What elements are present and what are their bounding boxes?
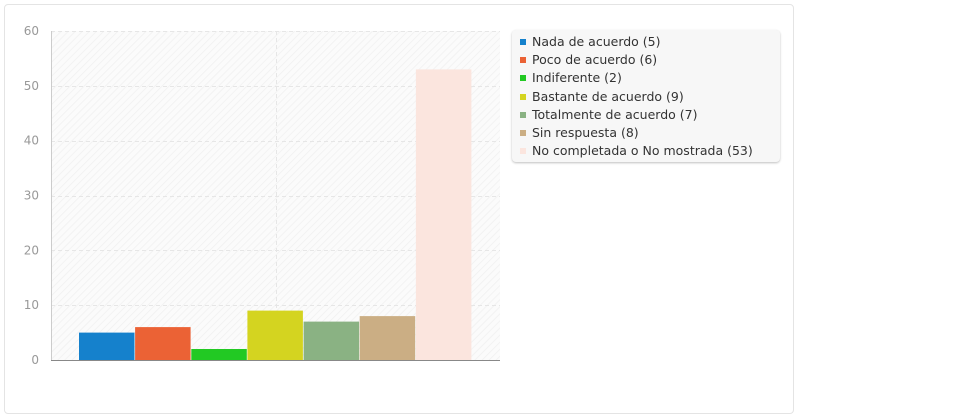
legend-label: Indiferente (2)	[532, 70, 622, 86]
legend-swatch	[520, 111, 526, 118]
y-tick-label: 60	[24, 24, 39, 38]
legend-swatch	[520, 130, 526, 137]
y-tick-label: 10	[24, 298, 39, 312]
legend-label: Nada de acuerdo (5)	[532, 34, 661, 50]
legend-item[interactable]: Indiferente (2)	[520, 69, 780, 87]
legend-item[interactable]: No completada o No mostrada (53)	[520, 142, 780, 160]
bars	[79, 69, 472, 361]
legend-label: Totalmente de acuerdo (7)	[532, 106, 698, 122]
y-tick-label: 0	[31, 353, 39, 367]
legend-swatch	[520, 57, 526, 64]
y-tick-label: 20	[24, 243, 39, 257]
legend-swatch	[520, 148, 526, 155]
legend-item[interactable]: Bastante de acuerdo (9)	[520, 88, 780, 106]
legend-label: Sin respuesta (8)	[532, 125, 639, 141]
legend-item[interactable]: Sin respuesta (8)	[520, 124, 780, 142]
legend-swatch	[520, 93, 526, 100]
legend-item[interactable]: Totalmente de acuerdo (7)	[520, 106, 780, 124]
legend-label: No completada o No mostrada (53)	[532, 143, 753, 159]
legend-swatch	[520, 39, 526, 46]
legend-item[interactable]: Nada de acuerdo (5)	[520, 33, 780, 51]
bar[interactable]	[79, 332, 135, 360]
bar[interactable]	[247, 310, 303, 360]
legend-item[interactable]: Poco de acuerdo (6)	[520, 51, 780, 69]
legend-label: Poco de acuerdo (6)	[532, 52, 658, 68]
y-tick-label: 50	[24, 79, 39, 93]
y-tick-label: 30	[24, 189, 39, 203]
bar[interactable]	[303, 321, 360, 360]
bar[interactable]	[359, 316, 416, 360]
legend-swatch	[520, 75, 526, 82]
bar[interactable]	[135, 327, 191, 360]
legend-label: Bastante de acuerdo (9)	[532, 88, 684, 104]
y-tick-label: 40	[24, 134, 39, 148]
y-axis-ticks: 0 10 20 30 40 50 60	[24, 24, 39, 367]
chart-legend: Nada de acuerdo (5) Poco de acuerdo (6) In…	[512, 30, 780, 162]
bar[interactable]	[415, 69, 472, 361]
bar[interactable]	[191, 349, 247, 360]
